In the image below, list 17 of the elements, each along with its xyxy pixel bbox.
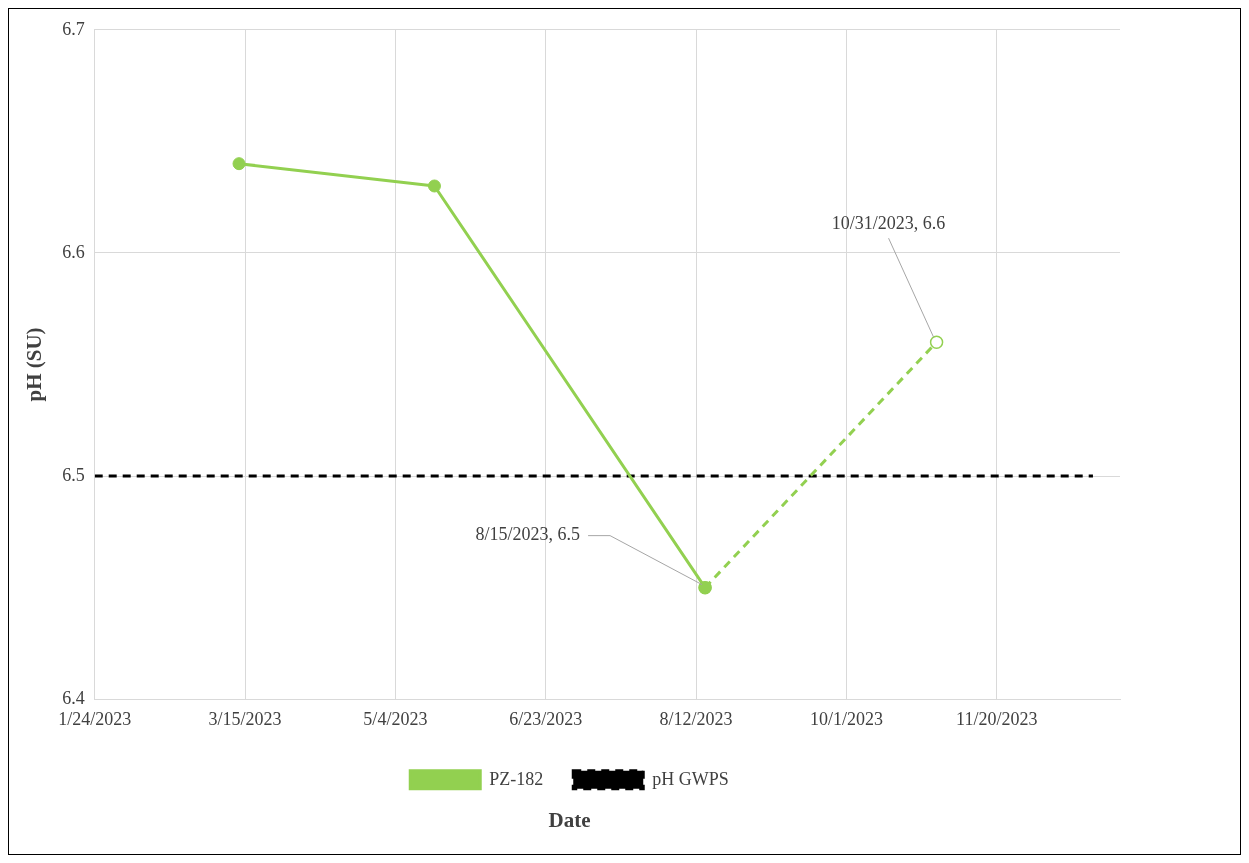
x-tick-label: 10/1/2023 bbox=[809, 708, 883, 729]
y-tick-label: 6.4 bbox=[62, 687, 85, 708]
legend-label: pH GWPS bbox=[652, 768, 729, 789]
y-tick-label: 6.6 bbox=[62, 241, 85, 262]
annotation: 10/31/2023, 6.6 bbox=[831, 212, 946, 233]
y-tick-label: 6.7 bbox=[62, 18, 85, 39]
x-tick-label: 8/12/2023 bbox=[659, 708, 733, 729]
x-axis-title: Date bbox=[548, 807, 591, 832]
x-tick-label: 6/23/2023 bbox=[509, 708, 583, 729]
y-axis-title: pH (SU) bbox=[22, 327, 47, 402]
x-tick-label: 5/4/2023 bbox=[363, 708, 428, 729]
x-tick-label: 11/20/2023 bbox=[956, 708, 1038, 729]
x-tick-label: 1/24/2023 bbox=[58, 708, 132, 729]
y-tick-label: 6.5 bbox=[62, 464, 85, 485]
legend-label: PZ-182 bbox=[489, 768, 544, 789]
x-tick-label: 3/15/2023 bbox=[208, 708, 282, 729]
annotation: 8/15/2023, 6.5 bbox=[475, 524, 581, 545]
